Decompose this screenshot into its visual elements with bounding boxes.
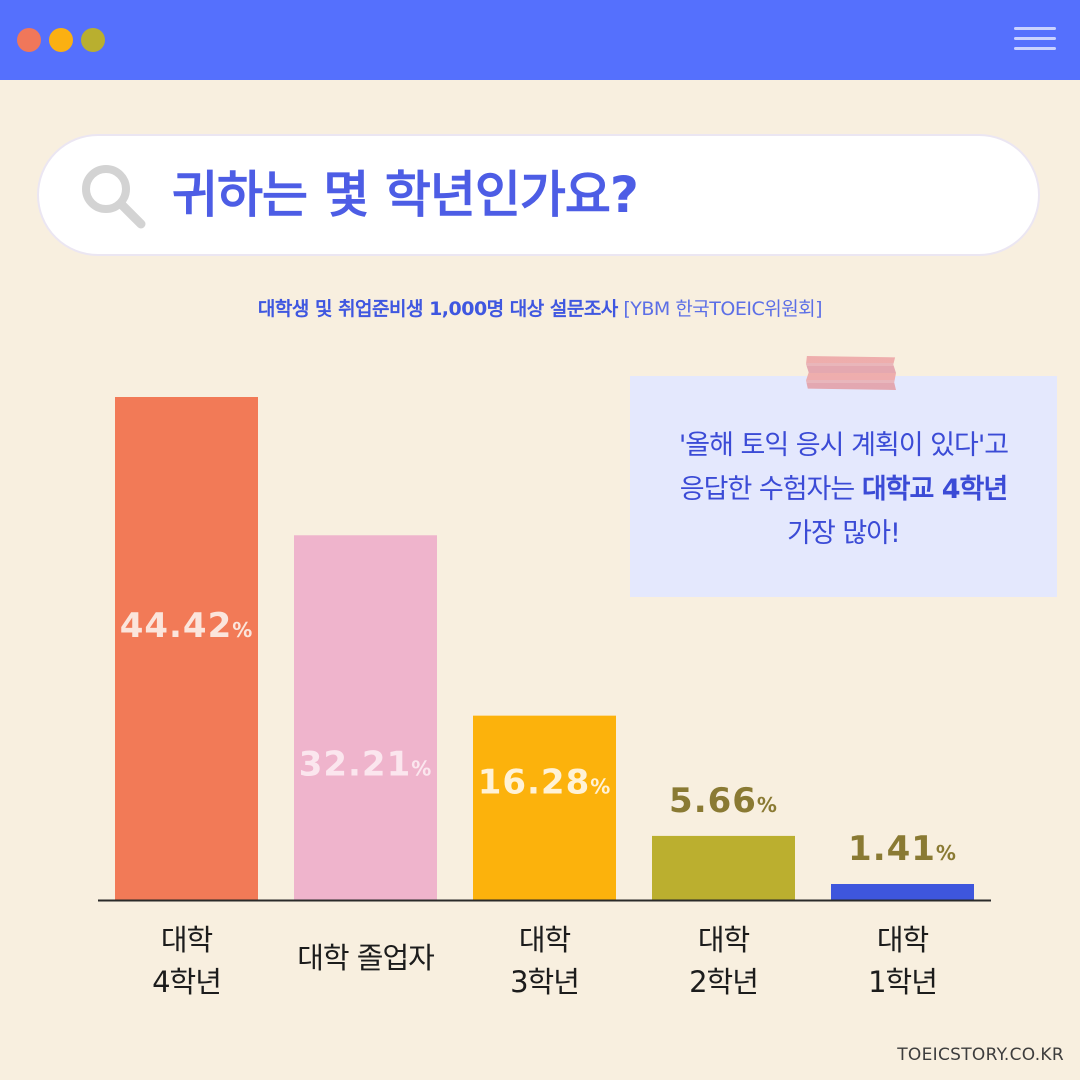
note-line-2-prefix: 응답한 수험자는 <box>679 474 855 505</box>
data-label-2: 16.28% <box>478 763 612 803</box>
category-label-2: 대학 3학년 <box>510 923 580 999</box>
search-question: 귀하는 몇 학년인가요? <box>172 166 639 224</box>
survey-source: [YBM 한국TOEIC위원회] <box>623 298 823 320</box>
hamburger-menu-icon[interactable] <box>1014 27 1056 51</box>
footer-site: TOEICSTORY.CO.KR <box>897 1045 1064 1065</box>
survey-description: 대학생 및 취업준비생 1,000명 대상 설문조사 <box>257 298 618 320</box>
window-maximize-dot[interactable] <box>81 28 105 52</box>
note-line-2: 응답한 수험자는 대학교 4학년 <box>630 468 1057 512</box>
bar-3 <box>652 835 795 900</box>
data-label-4: 1.41% <box>848 829 957 869</box>
category-label-3: 대학 2학년 <box>689 923 759 999</box>
window-minimize-dot[interactable] <box>49 28 73 52</box>
note-line-3: 가장 많아! <box>787 518 901 549</box>
bar-1 <box>294 535 437 900</box>
data-label-1: 32.21% <box>299 744 433 784</box>
search-icon <box>82 165 146 229</box>
data-label-0: 44.42% <box>120 606 254 646</box>
window-close-dot[interactable] <box>17 28 41 52</box>
category-label-1: 대학 졸업자 <box>297 941 435 975</box>
survey-subtitle: 대학생 및 취업준비생 1,000명 대상 설문조사 [YBM 한국TOEIC위… <box>0 294 1080 321</box>
tape-decoration <box>806 356 896 390</box>
sticky-note <box>630 376 1057 597</box>
category-label-0: 대학 4학년 <box>152 923 222 999</box>
sticky-note-text: '올해 토익 응시 계획이 있다'고 응답한 수험자는 대학교 4학년 가장 많… <box>630 424 1057 556</box>
bar-2 <box>473 715 616 900</box>
data-label-3: 5.66% <box>669 781 778 821</box>
note-line-1: '올해 토익 응시 계획이 있다'고 <box>678 430 1009 461</box>
search-bar[interactable]: 귀하는 몇 학년인가요? <box>37 134 1040 256</box>
browser-toolbar <box>0 0 1080 80</box>
note-highlight: 대학교 4학년 <box>861 474 1008 505</box>
bar-4 <box>831 884 974 900</box>
category-label-4: 대학 1학년 <box>868 923 938 999</box>
bar-0 <box>115 397 258 900</box>
